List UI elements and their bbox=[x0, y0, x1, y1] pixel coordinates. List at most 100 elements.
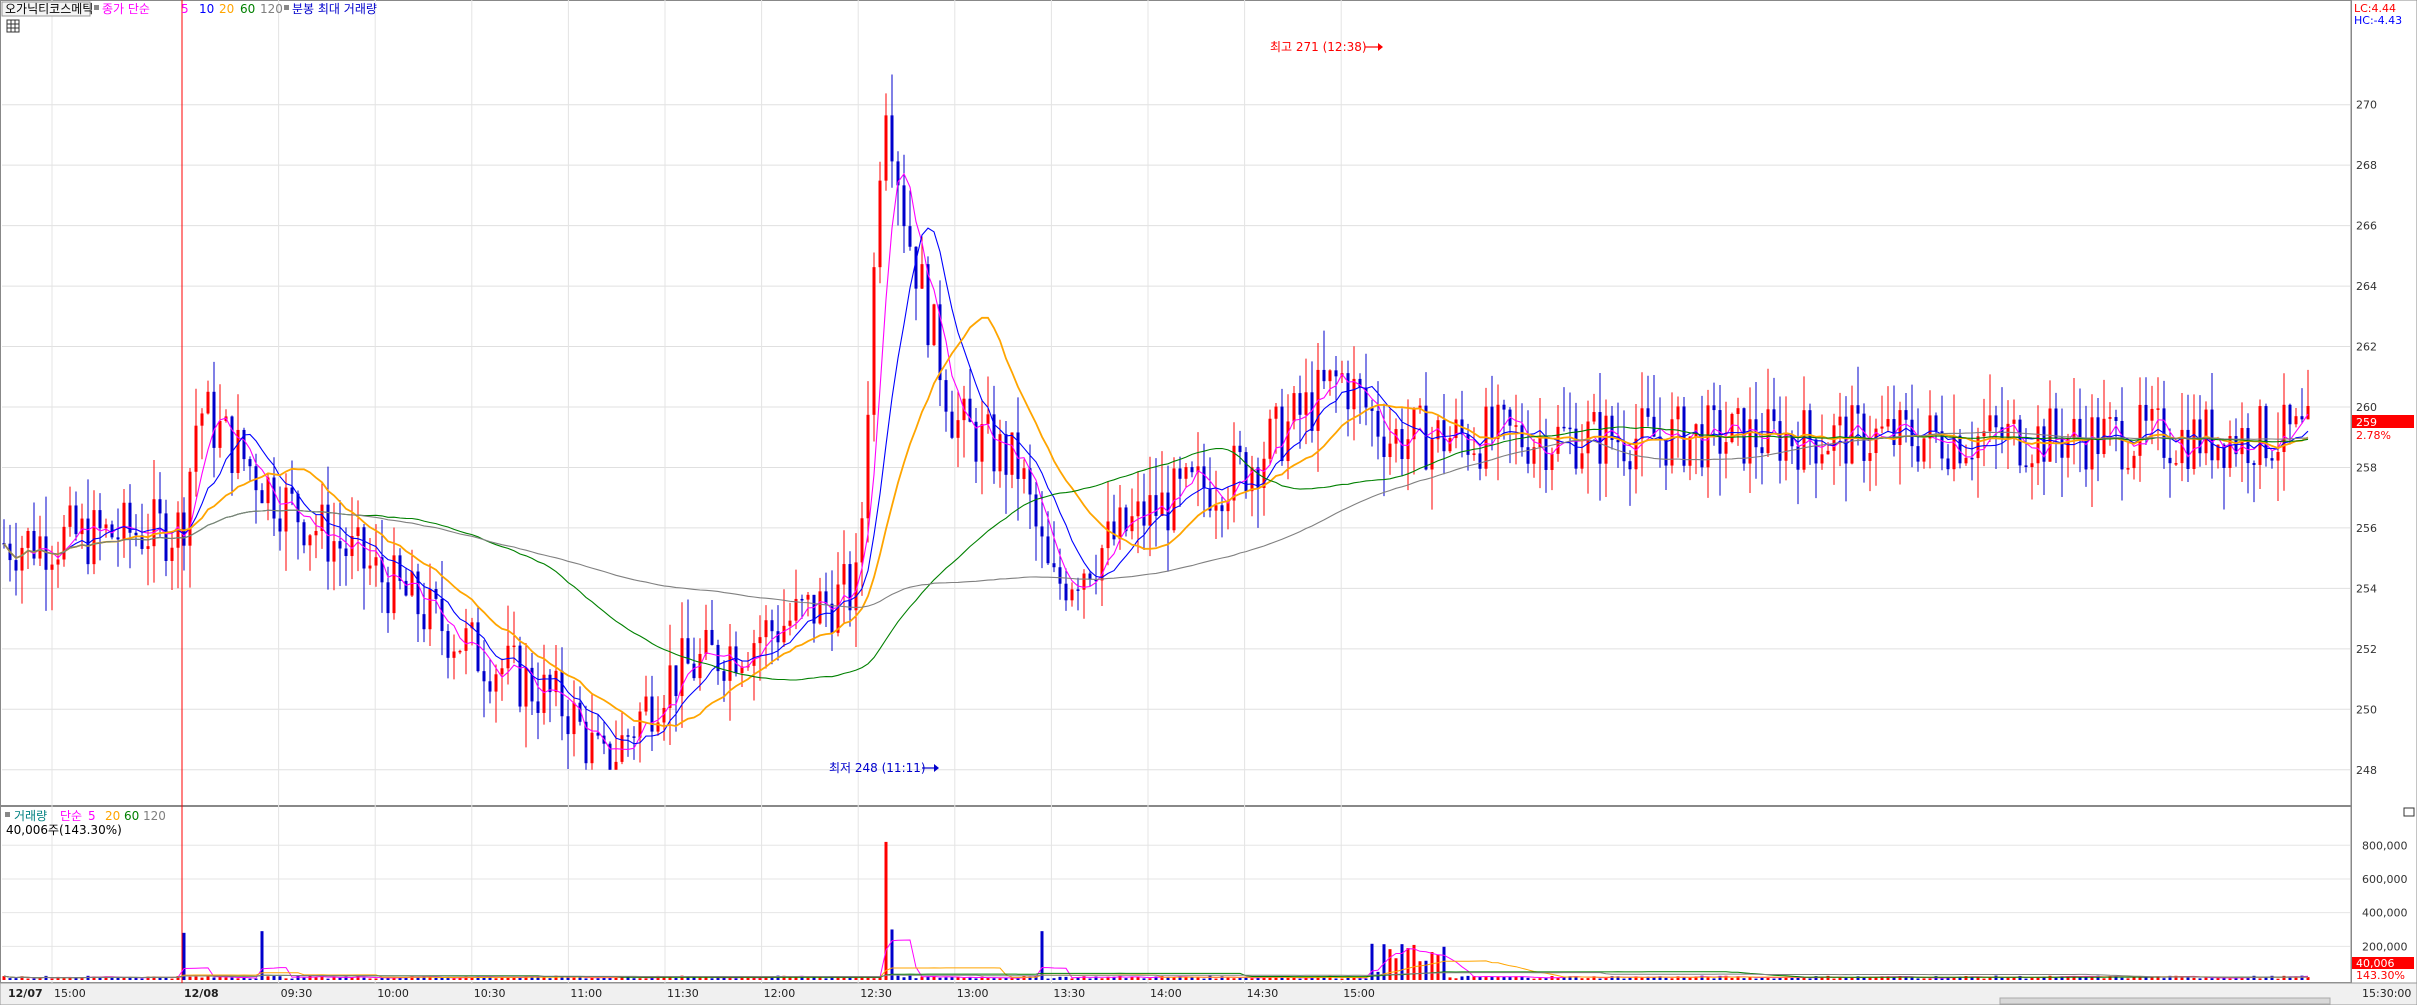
down-bar-body bbox=[716, 644, 720, 672]
volume-down-bar bbox=[1094, 976, 1098, 980]
time-tick-label: 12:30 bbox=[860, 987, 892, 1000]
volume-up-bar bbox=[2180, 976, 2184, 980]
up-bar-body bbox=[1082, 573, 1086, 590]
up-bar-body bbox=[104, 524, 108, 529]
volume-up-bar bbox=[1580, 978, 1584, 980]
up-bar-body bbox=[554, 670, 558, 693]
down-bar-body bbox=[1622, 442, 1626, 462]
volume-down-bar bbox=[650, 977, 654, 980]
down-bar-body bbox=[902, 185, 906, 227]
up-bar-body bbox=[494, 674, 498, 692]
up-bar-body bbox=[2132, 455, 2136, 469]
volume-up-bar bbox=[1100, 978, 1104, 980]
legend-ma-20: 20 bbox=[219, 2, 234, 16]
volume-up-bar bbox=[1352, 977, 1356, 980]
volume-up-bar bbox=[1292, 977, 1296, 980]
up-bar-body bbox=[860, 518, 864, 563]
volume-up-bar bbox=[26, 978, 30, 980]
volume-down-bar bbox=[230, 977, 234, 980]
down-bar-body bbox=[1916, 446, 1920, 462]
up-bar-body bbox=[1454, 419, 1458, 439]
up-bar-body bbox=[80, 518, 84, 535]
down-bar-body bbox=[950, 411, 954, 438]
volume-down-bar bbox=[128, 977, 132, 980]
up-bar-body bbox=[740, 666, 744, 674]
time-tick-label: 10:30 bbox=[474, 987, 506, 1000]
volume-up-bar bbox=[1730, 977, 1734, 980]
down-bar-body bbox=[1856, 405, 1860, 414]
time-tick-label: 14:00 bbox=[1150, 987, 1182, 1000]
down-bar-body bbox=[1376, 410, 1380, 437]
volume-up-bar bbox=[2156, 976, 2160, 980]
low-annotation: 최저 248 (11:11) bbox=[829, 761, 926, 775]
volume-down-bar bbox=[902, 977, 906, 980]
down-bar-body bbox=[338, 541, 342, 549]
volume-up-bar bbox=[2132, 975, 2136, 980]
down-bar-body bbox=[1256, 467, 1260, 488]
volume-ma-lines bbox=[3, 939, 2309, 979]
vol-legend-ma-20: 20 bbox=[105, 809, 120, 823]
up-bar-body bbox=[1430, 439, 1434, 470]
grid-toggle-icon[interactable] bbox=[6, 19, 20, 33]
down-bar-body bbox=[800, 598, 804, 601]
panel-collapse-icon[interactable] bbox=[2403, 807, 2415, 817]
up-bar-body bbox=[1538, 436, 1542, 448]
volume-up-bar bbox=[284, 978, 288, 980]
volume-up-bar bbox=[638, 978, 642, 980]
volume-up-bar bbox=[1634, 976, 1638, 980]
up-bar-body bbox=[878, 180, 882, 268]
up-bar-body bbox=[1586, 421, 1590, 454]
vol-legend-ma-5: 5 bbox=[88, 809, 96, 823]
legend-marker bbox=[94, 5, 99, 10]
volume-up-bar bbox=[1694, 976, 1698, 980]
down-bar-body bbox=[1466, 434, 1470, 455]
down-bar-body bbox=[1862, 413, 1866, 461]
volume-up-bar bbox=[782, 975, 786, 980]
volume-up-bar bbox=[614, 977, 618, 980]
up-bar-body bbox=[1784, 434, 1788, 461]
volume-down-bar bbox=[380, 977, 384, 980]
down-bar-body bbox=[896, 161, 900, 186]
volume-up-bar bbox=[1820, 976, 1824, 980]
volume-down-bar bbox=[1424, 960, 1428, 980]
volume-down-bar bbox=[734, 978, 738, 980]
up-bar-body bbox=[1748, 419, 1752, 464]
up-bar-body bbox=[2282, 404, 2286, 452]
volume-up-bar bbox=[698, 977, 702, 980]
price-tick-label: 270 bbox=[2356, 99, 2377, 112]
down-bar-body bbox=[1814, 439, 1818, 464]
volume-down-bar bbox=[242, 977, 246, 980]
down-bar-body bbox=[1370, 407, 1374, 411]
volume-down-bar bbox=[1466, 975, 1470, 980]
volume-up-bar bbox=[1706, 977, 1710, 980]
volume-up-bar bbox=[1328, 975, 1332, 980]
volume-down-bar bbox=[2264, 977, 2268, 980]
down-bar-body bbox=[1208, 488, 1212, 511]
down-bar-body bbox=[1004, 434, 1008, 475]
volume-up-bar bbox=[146, 976, 150, 980]
horizontal-scrollbar[interactable] bbox=[1999, 997, 2331, 1005]
volume-down-bar bbox=[560, 977, 564, 980]
volume-up-bar bbox=[1736, 976, 1740, 980]
time-tick-label: 15:00 bbox=[54, 987, 86, 1000]
down-bar-body bbox=[566, 716, 570, 735]
legend-ma-120: 120 bbox=[260, 2, 283, 16]
volume-bars bbox=[2, 841, 2310, 980]
volume-up-bar bbox=[62, 978, 66, 980]
down-bar-body bbox=[1562, 426, 1566, 429]
up-bar-body bbox=[92, 510, 96, 565]
up-bar-body bbox=[1580, 453, 1584, 469]
up-bar-body bbox=[668, 665, 672, 708]
volume-up-bar bbox=[572, 977, 576, 980]
down-bar-body bbox=[770, 620, 774, 632]
volume-down-bar bbox=[440, 977, 444, 980]
up-bar-body bbox=[2150, 408, 2154, 421]
volume-down-bar bbox=[1142, 978, 1146, 980]
time-tick-label: 13:00 bbox=[957, 987, 989, 1000]
up-bar-body bbox=[266, 477, 270, 504]
down-bar-body bbox=[98, 510, 102, 529]
volume-up-bar bbox=[50, 978, 54, 980]
up-bar-body bbox=[788, 620, 792, 626]
up-bar-body bbox=[1802, 410, 1806, 470]
volume-down-bar bbox=[578, 976, 582, 980]
